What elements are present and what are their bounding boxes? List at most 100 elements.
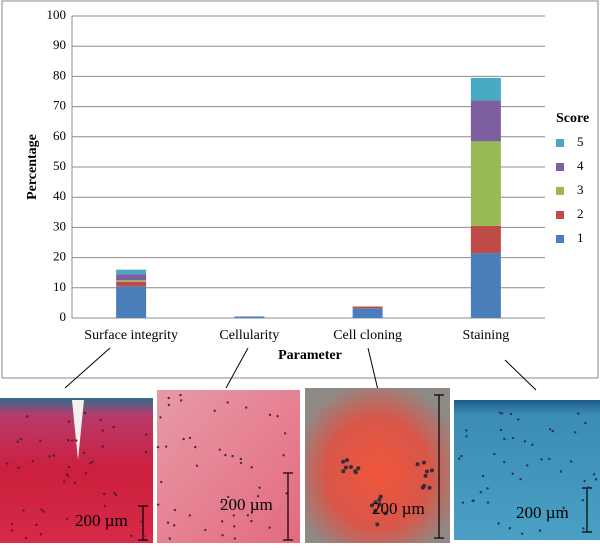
micrograph xyxy=(157,390,300,543)
cell xyxy=(159,416,162,419)
cell xyxy=(268,413,272,417)
micrograph xyxy=(454,400,600,540)
micrograph xyxy=(305,388,450,543)
cell xyxy=(65,473,69,476)
cell xyxy=(233,525,236,528)
cell xyxy=(282,454,285,457)
cell xyxy=(245,406,248,409)
cell xyxy=(429,468,434,473)
cell xyxy=(88,462,92,465)
cell xyxy=(6,462,9,465)
y-tick-label: 20 xyxy=(53,249,66,264)
y-tick-label: 80 xyxy=(53,67,66,82)
cell xyxy=(519,477,522,481)
x-tick-label: Cell cloning xyxy=(333,328,402,343)
cell xyxy=(35,523,38,527)
cell xyxy=(548,457,551,461)
cell xyxy=(258,486,261,489)
cell xyxy=(194,445,197,449)
cell xyxy=(499,428,503,432)
scale-bars xyxy=(138,394,592,541)
cell xyxy=(421,460,426,465)
scale-label: 200 µm xyxy=(516,503,569,522)
cell xyxy=(584,421,587,425)
cell xyxy=(188,436,192,440)
cell xyxy=(213,409,216,413)
cell xyxy=(250,466,253,469)
cell xyxy=(130,534,133,538)
cell xyxy=(562,506,565,510)
cell xyxy=(479,490,483,494)
cell xyxy=(25,415,29,418)
cell xyxy=(145,433,148,436)
cell xyxy=(373,500,378,505)
bar-segment xyxy=(234,316,265,318)
cell xyxy=(369,503,374,508)
y-tick-label: 0 xyxy=(60,309,67,324)
cell xyxy=(523,440,526,443)
cell xyxy=(10,523,14,526)
cell xyxy=(226,401,229,404)
cell xyxy=(349,465,354,470)
y-tick-label: 90 xyxy=(53,37,66,52)
cell xyxy=(268,526,271,529)
bar-segment xyxy=(116,286,147,318)
legend-title: Score xyxy=(556,111,589,126)
cell xyxy=(24,536,28,540)
cell xyxy=(250,519,253,523)
cell xyxy=(569,460,573,463)
legend-swatch xyxy=(556,187,564,195)
x-tick-label: Surface integrity xyxy=(84,328,178,343)
cell xyxy=(52,454,56,457)
cell xyxy=(574,431,577,434)
cell xyxy=(460,454,463,458)
cell xyxy=(83,411,87,415)
cell xyxy=(375,522,380,527)
y-tick-label: 50 xyxy=(53,158,66,173)
cell xyxy=(353,470,358,475)
cell xyxy=(457,457,461,460)
cell xyxy=(427,485,432,490)
cell xyxy=(221,534,224,537)
cell xyxy=(204,528,207,532)
cell xyxy=(19,437,23,441)
legend-swatch xyxy=(556,139,564,147)
cell xyxy=(509,412,513,416)
bar-segment xyxy=(470,77,501,101)
y-tick-label: 70 xyxy=(53,98,66,113)
cell xyxy=(520,532,524,536)
cell xyxy=(531,443,534,447)
legend-swatch xyxy=(556,211,564,219)
cell xyxy=(172,524,176,527)
x-tick-label: Cellularity xyxy=(219,328,279,343)
legend-label: 5 xyxy=(577,134,584,149)
cell xyxy=(424,469,429,474)
cell xyxy=(91,461,94,464)
legend-label: 1 xyxy=(577,230,584,245)
cell xyxy=(559,470,563,473)
cell xyxy=(501,412,504,415)
cell xyxy=(497,522,500,525)
cell xyxy=(373,508,378,513)
cell xyxy=(377,497,382,502)
cell xyxy=(31,459,35,463)
cell xyxy=(345,458,350,463)
cell xyxy=(583,479,586,483)
cell xyxy=(232,514,236,517)
cell xyxy=(283,432,287,435)
cell xyxy=(156,445,160,449)
cell xyxy=(356,466,361,471)
cell xyxy=(465,435,468,438)
cell xyxy=(101,429,105,432)
cell xyxy=(221,520,224,523)
cell xyxy=(218,448,222,451)
legend-swatch xyxy=(556,235,564,243)
bar-segment xyxy=(116,269,147,275)
scale-label: 200 µm xyxy=(372,499,425,518)
cell xyxy=(73,481,77,485)
legend-swatch xyxy=(556,163,564,171)
cell xyxy=(377,502,382,507)
cell xyxy=(179,399,183,402)
cell xyxy=(99,418,102,422)
